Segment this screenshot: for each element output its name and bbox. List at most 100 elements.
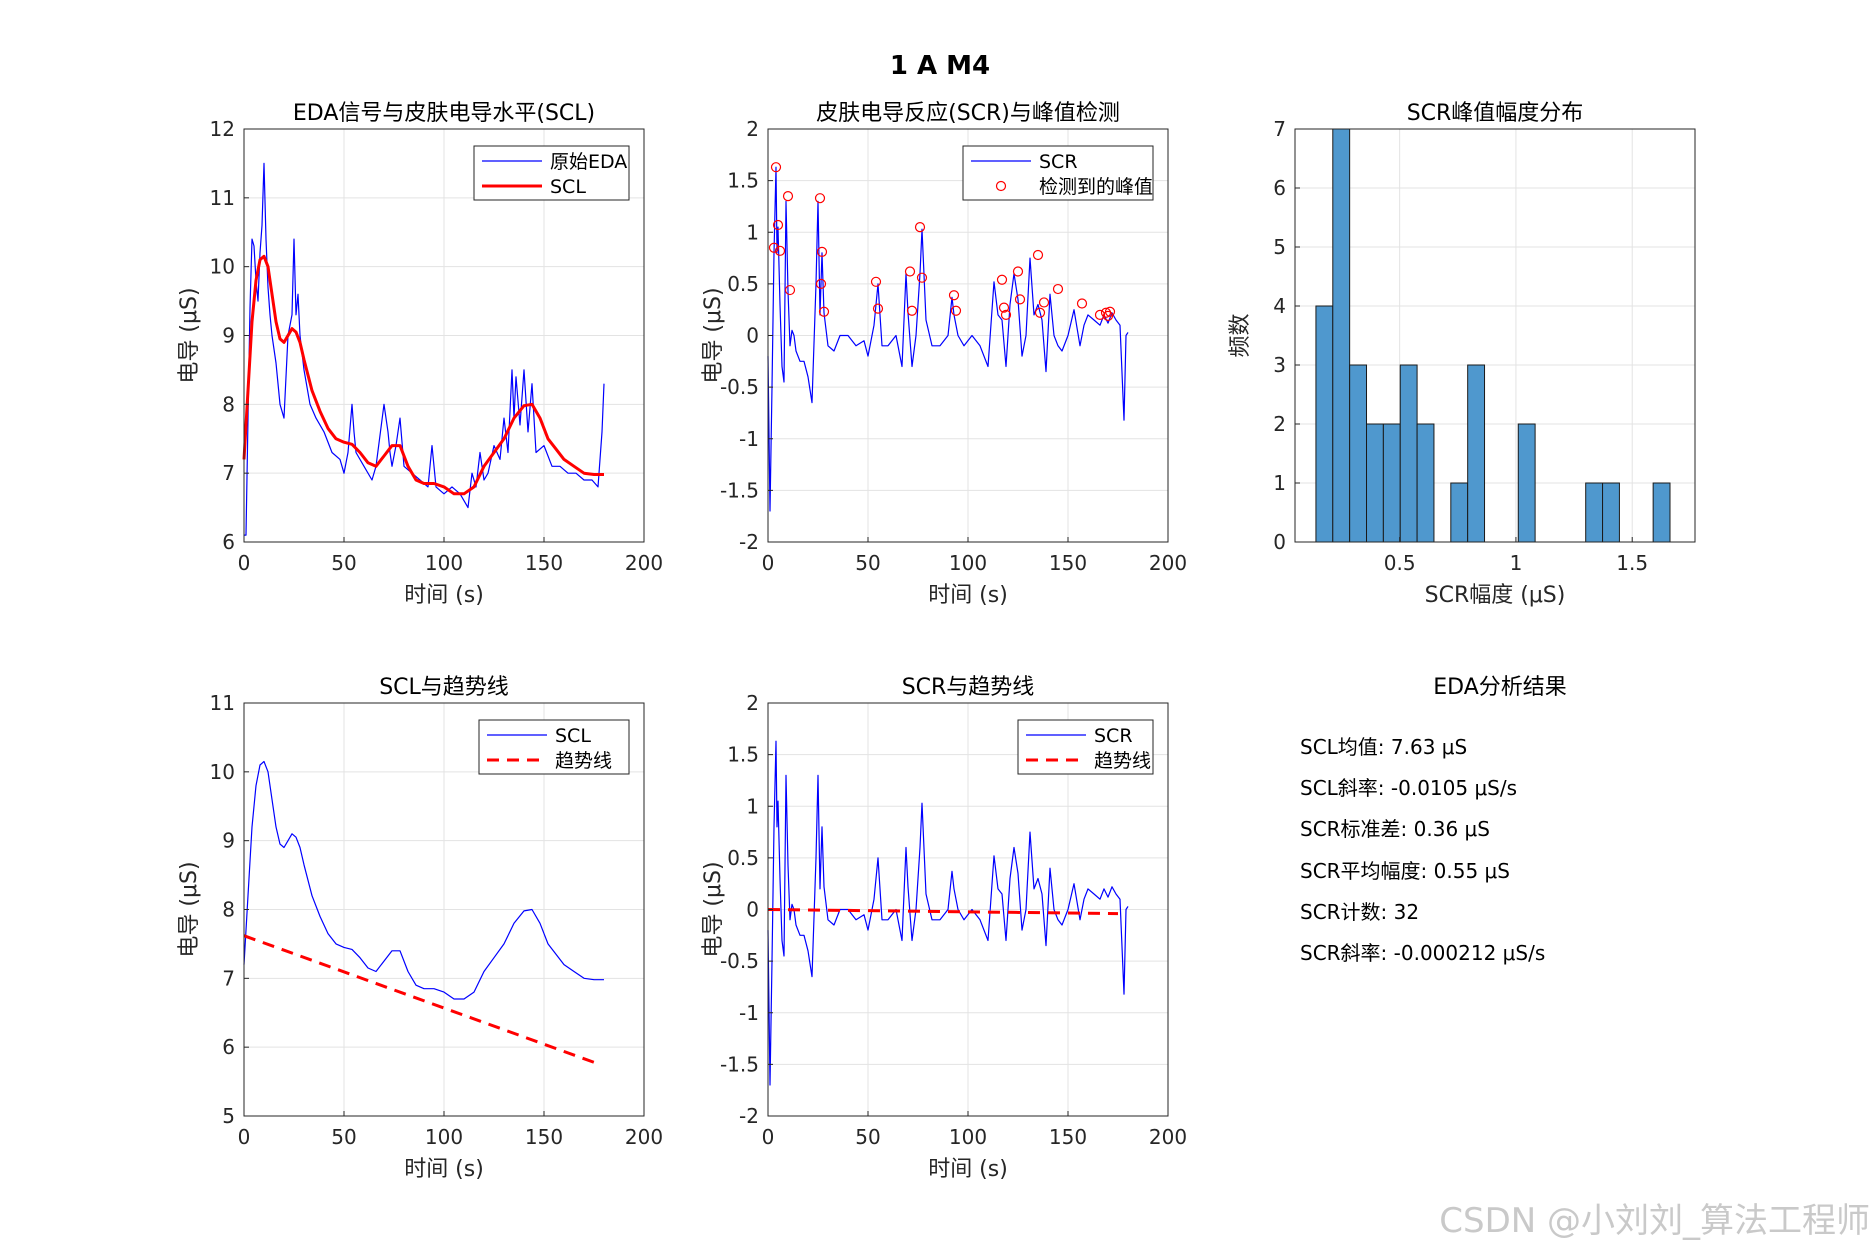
- x-tick-label: 50: [855, 551, 880, 575]
- y-tick-label: 0.5: [727, 846, 759, 870]
- y-tick-label: 1.5: [727, 169, 759, 193]
- figure-suptitle: 1 A M4: [890, 51, 990, 81]
- peak-marker: [772, 219, 784, 231]
- histogram-bar: [1467, 364, 1486, 543]
- peak-marker: [770, 162, 782, 173]
- y-tick-label: 11: [210, 691, 235, 715]
- subplot-p2: 0 50 100 150 200 -2 -1.5 -1 -0.5 0 0.5 1 1.5 2 皮肤电导反应(…: [701, 101, 1187, 608]
- y-tick-label: 1: [746, 220, 759, 244]
- x-axis-label: 时间 (s): [404, 1157, 484, 1182]
- y-tick-label: 10: [210, 760, 235, 784]
- series-line-p1-0: [244, 162, 605, 536]
- peak-marker: [948, 290, 960, 301]
- y-tick-label: 9: [222, 829, 235, 853]
- x-tick-label: 200: [1149, 1125, 1187, 1149]
- y-tick-label: 1: [746, 794, 759, 818]
- histogram-bar: [1366, 423, 1384, 543]
- peak-marker: [996, 274, 1008, 285]
- peak-marker: [768, 242, 780, 253]
- y-axis-label: 频数: [1228, 313, 1253, 357]
- subplot-title: SCR峰值幅度分布: [1407, 101, 1584, 126]
- x-tick-label: 200: [625, 551, 663, 575]
- peak-marker: [906, 305, 918, 316]
- legend: SCL 趋势线: [478, 719, 630, 775]
- series-line-p4-1: [243, 934, 595, 1064]
- x-tick-label: 200: [625, 1125, 663, 1149]
- peak-marker: [782, 191, 794, 202]
- histogram-bar: [1517, 423, 1536, 543]
- legend-box: [962, 145, 1154, 201]
- x-axis-label: 时间 (s): [928, 583, 1008, 608]
- peak-marker: [1032, 249, 1044, 261]
- y-tick-label: 1: [1273, 471, 1286, 495]
- y-tick-label: 8: [222, 898, 235, 922]
- series-line-p4-0: [243, 760, 604, 1000]
- histogram-bar: [1382, 423, 1401, 543]
- y-tick-label: 0.5: [727, 272, 759, 296]
- x-tick-label: 150: [525, 551, 563, 575]
- x-tick-label: 100: [949, 1125, 987, 1149]
- y-tick-label: -2: [739, 530, 759, 554]
- peak-marker: [814, 193, 826, 204]
- legend-box: [1017, 719, 1154, 775]
- peak-marker: [914, 221, 926, 233]
- peak-marker: [784, 284, 796, 296]
- y-tick-label: 8: [222, 392, 235, 416]
- subplot-title: 皮肤电导反应(SCR)与峰值检测: [816, 101, 1120, 126]
- y-tick-label: -1.5: [720, 478, 759, 502]
- y-tick-label: 6: [222, 1035, 235, 1059]
- y-tick-label: 11: [210, 186, 235, 210]
- histogram-bar: [1585, 482, 1604, 543]
- y-tick-label: 10: [210, 255, 235, 279]
- x-axis-label: SCR幅度 (μS): [1425, 583, 1566, 608]
- result-line-scr-slope: SCR斜率: -0.000212 μS/s: [1300, 941, 1545, 965]
- peak-marker: [1100, 307, 1112, 318]
- y-tick-label: 7: [1273, 117, 1286, 141]
- x-tick-label: 150: [525, 1125, 563, 1149]
- x-tick-label: 0: [238, 1125, 251, 1149]
- peak-marker: [998, 302, 1010, 313]
- y-tick-label: 9: [222, 324, 235, 348]
- x-tick-label: 0: [762, 1125, 775, 1149]
- y-tick-label: 1.5: [727, 743, 759, 767]
- subplot-p3: 0.5 1 1.5 0 1 2 3 4 5 6 7 SCR峰值幅度分布 SCR幅度 (μS) 频数: [1228, 101, 1696, 608]
- series-line-p1-1: [242, 254, 604, 496]
- watermark: CSDN @小刘刘_算法工程师: [1439, 1201, 1870, 1241]
- series-line-p5-1: [767, 908, 1119, 916]
- y-tick-label: 6: [1273, 176, 1286, 200]
- x-tick-label: 50: [331, 551, 356, 575]
- legend-marker: [995, 180, 1007, 192]
- x-tick-label: 0: [238, 551, 251, 575]
- x-tick-label: 150: [1049, 1125, 1087, 1149]
- histogram-bar: [1416, 423, 1435, 543]
- y-tick-label: 3: [1273, 353, 1286, 377]
- peak-marker: [1094, 309, 1106, 320]
- y-axis-label: 电导 (μS): [701, 861, 726, 957]
- x-tick-label: 50: [855, 1125, 880, 1149]
- series-line-p5-0: [767, 740, 1129, 1086]
- y-tick-label: 2: [1273, 412, 1286, 436]
- legend-label: SCR: [1039, 151, 1078, 173]
- y-tick-label: 0: [1273, 530, 1286, 554]
- peak-marker: [815, 278, 827, 289]
- result-line-scr-mean-amplitude: SCR平均幅度: 0.55 μS: [1300, 859, 1510, 883]
- peak-marker: [1014, 294, 1026, 305]
- y-tick-label: 4: [1273, 294, 1286, 318]
- y-axis-label: 电导 (μS): [177, 287, 202, 383]
- subplot-title: SCL与趋势线: [379, 675, 509, 700]
- legend: SCR 趋势线: [1017, 719, 1154, 775]
- peak-marker: [872, 303, 884, 314]
- legend-label: 原始EDA: [550, 151, 627, 173]
- y-tick-label: -2: [739, 1104, 759, 1128]
- y-tick-label: 12: [210, 117, 235, 141]
- subplot-panels: 0 50 100 150 2006789101112EDA信号与皮肤电导水平(SCL)时…: [177, 101, 1696, 1182]
- histogram-bar: [1349, 364, 1368, 543]
- legend: SCR 检测到的峰值: [962, 145, 1154, 201]
- x-tick-label: 1.5: [1616, 551, 1648, 575]
- legend-label: SCR: [1094, 725, 1133, 747]
- histogram-bar: [1602, 482, 1620, 543]
- y-tick-label: 7: [222, 461, 235, 485]
- peak-marker: [904, 266, 916, 277]
- x-tick-label: 100: [425, 551, 463, 575]
